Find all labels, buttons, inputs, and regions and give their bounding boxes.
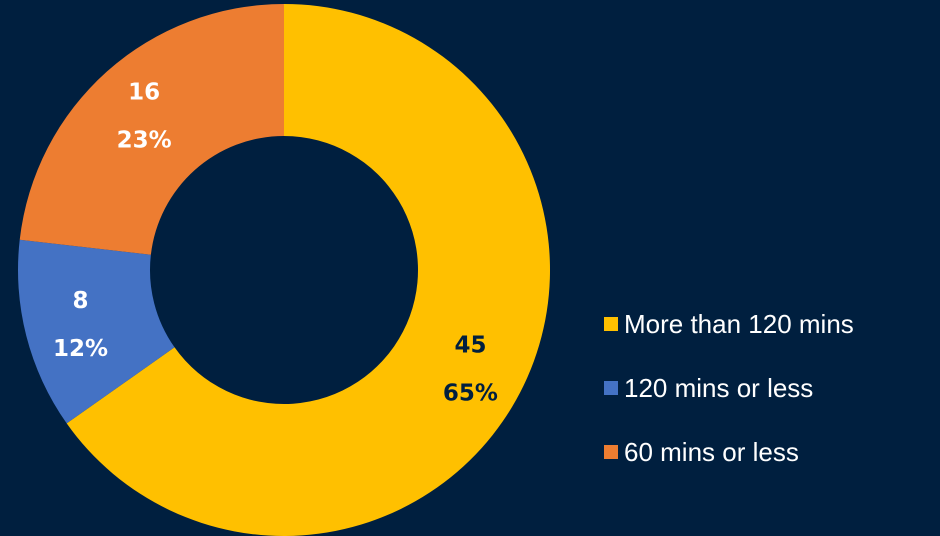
slice-percent-label-1: 12%	[53, 336, 108, 362]
chart-legend: More than 120 mins 120 mins or less 60 m…	[604, 308, 934, 502]
slice-value-label-0: 45	[454, 333, 486, 359]
slice-percent-label-0: 65%	[443, 381, 498, 407]
legend-swatch	[604, 445, 618, 459]
legend-label: 60 mins or less	[624, 436, 799, 467]
slice-value-label-2: 16	[128, 79, 160, 105]
legend-swatch	[604, 317, 618, 331]
slice-percent-label-2: 23%	[117, 127, 172, 153]
legend-label: 120 mins or less	[624, 372, 814, 403]
donut-slice-1	[17, 239, 175, 424]
legend-item-more-than-120: More than 120 mins	[604, 308, 934, 339]
legend-swatch	[604, 381, 618, 395]
slice-value-label-1: 8	[73, 288, 89, 314]
legend-item-60-or-less: 60 mins or less	[604, 436, 934, 467]
legend-label: More than 120 mins	[624, 308, 854, 339]
legend-item-120-or-less: 120 mins or less	[604, 372, 934, 403]
donut-slice-2	[19, 4, 284, 255]
donut-slice-0	[66, 4, 550, 536]
